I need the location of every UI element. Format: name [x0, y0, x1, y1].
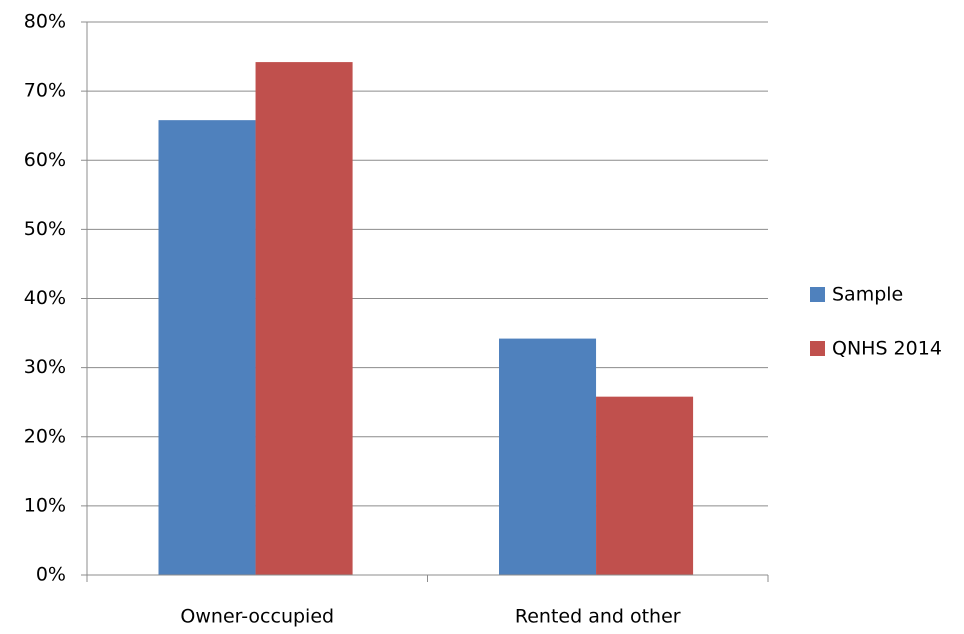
legend-label: Sample [832, 284, 903, 306]
legend-swatch [810, 287, 825, 302]
y-tick-label: 80% [24, 11, 66, 33]
legend-label: QNHS 2014 [832, 338, 942, 360]
bar [499, 338, 597, 575]
bar [596, 396, 694, 575]
y-tick-label: 60% [24, 149, 66, 171]
y-tick-label: 10% [24, 494, 66, 516]
y-tick-label: 0% [36, 564, 66, 586]
y-tick-label: 20% [24, 425, 66, 447]
bar [158, 120, 256, 575]
y-tick-label: 70% [24, 80, 66, 102]
y-tick-label: 50% [24, 218, 66, 240]
bar [255, 62, 353, 575]
x-tick-label: Rented and other [515, 606, 681, 628]
legend-swatch [810, 341, 825, 356]
y-tick-label: 30% [24, 356, 66, 378]
y-tick-label: 40% [24, 287, 66, 309]
x-tick-label: Owner-occupied [180, 606, 334, 628]
